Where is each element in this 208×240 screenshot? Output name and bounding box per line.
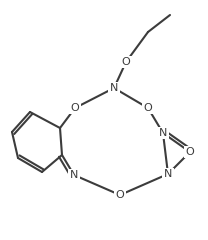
- Text: N: N: [110, 83, 118, 93]
- Text: O: O: [186, 147, 194, 157]
- Text: O: O: [71, 103, 79, 113]
- Text: N: N: [164, 169, 172, 179]
- Text: N: N: [70, 170, 78, 180]
- Text: O: O: [144, 103, 152, 113]
- Text: O: O: [116, 190, 124, 200]
- Text: O: O: [122, 57, 130, 67]
- Text: N: N: [159, 128, 167, 138]
